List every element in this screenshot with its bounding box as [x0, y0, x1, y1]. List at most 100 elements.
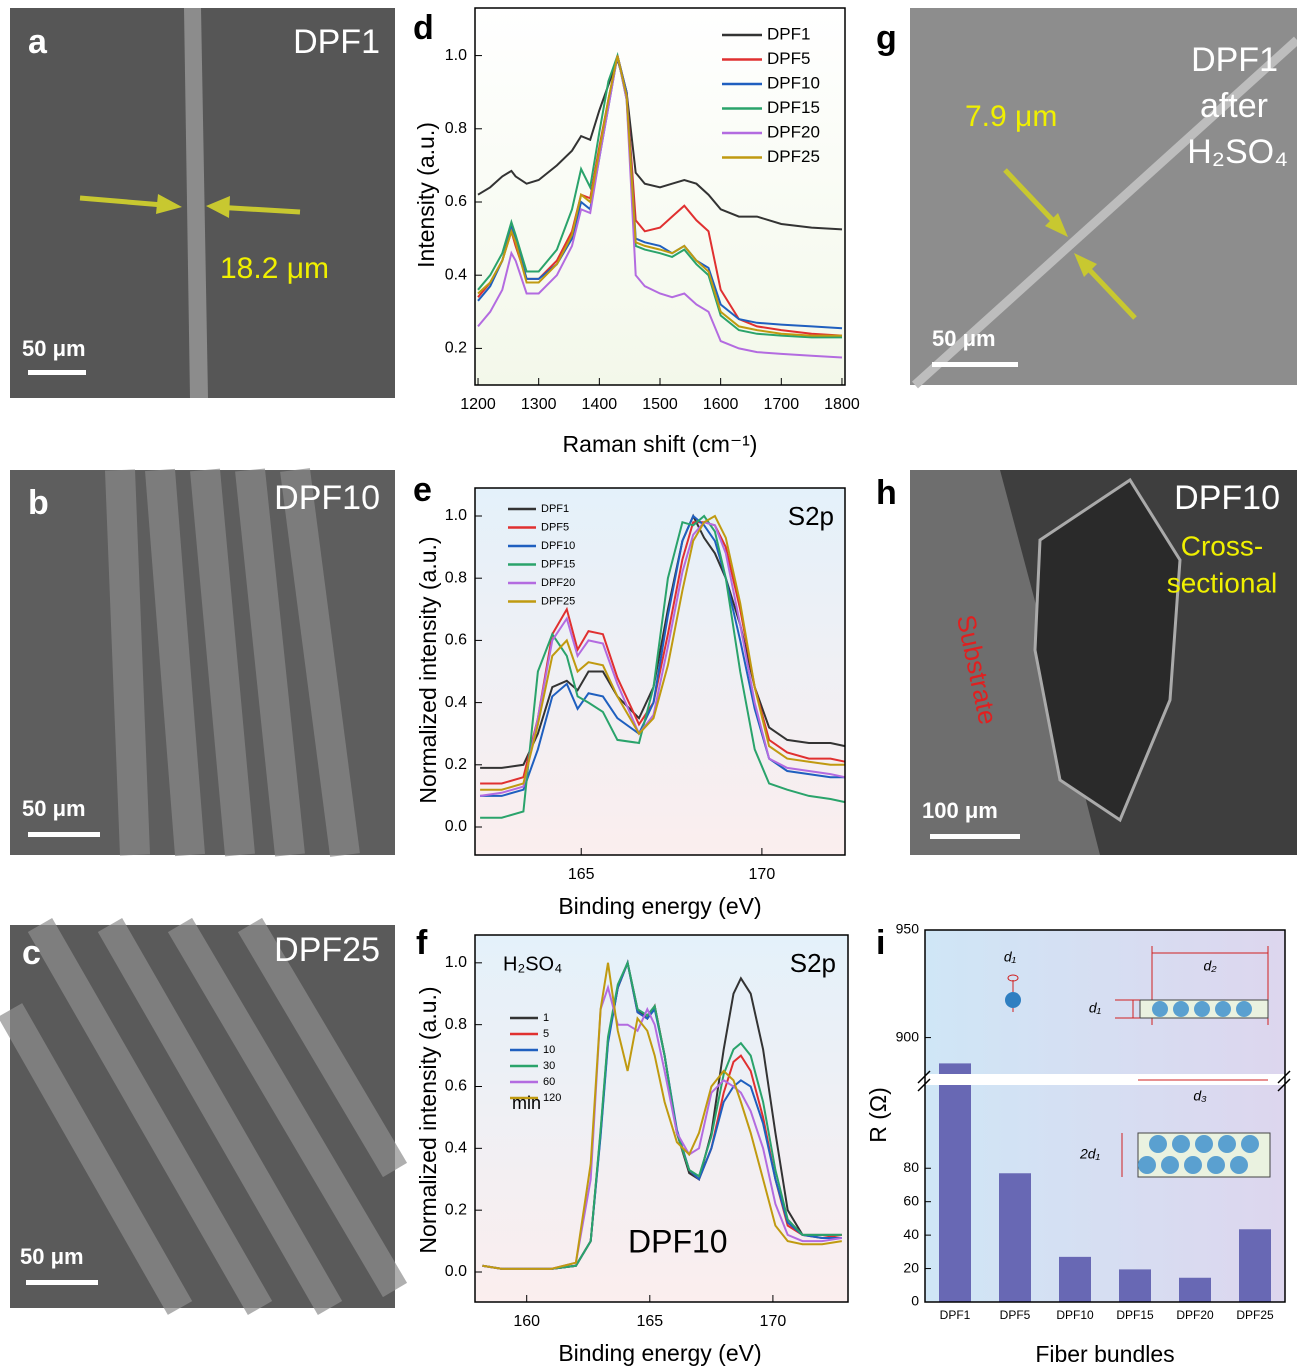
inset-label: d₂: [1203, 958, 1217, 974]
scale-bar: [28, 370, 86, 375]
sem-panel-c: c DPF25 50 μm: [0, 917, 408, 1315]
legend-label: DPF15: [541, 558, 575, 570]
annotation: S2p: [788, 501, 834, 531]
y-tick-label: 0.4: [445, 266, 467, 283]
y-tick-label: 0.2: [445, 756, 467, 773]
legend-label: DPF20: [541, 577, 575, 589]
annotation: H₂SO₄: [503, 953, 562, 975]
break-mark: [917, 1078, 931, 1092]
scale-label: 50 μm: [22, 796, 86, 821]
sample-label: DPF10: [274, 479, 380, 517]
annotation: S2p: [790, 948, 836, 978]
series-line: [480, 514, 845, 791]
x-tick-label: 1400: [582, 396, 618, 413]
plot-area: [475, 935, 848, 1302]
y-tick-label: 0.6: [445, 1078, 467, 1095]
sample-label: DPF25: [274, 931, 380, 969]
legend-label: DPF1: [767, 24, 810, 43]
series-line: [480, 513, 846, 769]
y-tick-label: 0.4: [445, 1140, 467, 1157]
treatment-label: H₂SO₄: [1187, 133, 1288, 171]
x-tick-label: 1300: [521, 396, 557, 413]
x-tick-label: 165: [568, 866, 595, 883]
bar: [1179, 1277, 1211, 1302]
y-tick-label: 1.0: [445, 47, 467, 64]
sem-panel-a: a DPF1 18.2 μm 50 μm: [10, 8, 395, 398]
panel-label: d: [413, 9, 434, 47]
series-line: [482, 959, 842, 1270]
note-label: sectional: [1167, 567, 1278, 598]
y-axis-label: Normalized intensity (a.u.): [415, 536, 441, 803]
panel-label: c: [22, 934, 41, 972]
panel-label: b: [28, 484, 49, 522]
x-axis-label: Binding energy (eV): [558, 893, 761, 919]
y-tick-label: 80: [903, 1159, 919, 1175]
y-tick-label: 20: [903, 1259, 919, 1275]
x-tick-label: 1600: [703, 396, 739, 413]
monolayer-fibers: [1152, 1001, 1252, 1017]
x-tick-label: 160: [513, 1313, 540, 1330]
arrowhead: [1074, 253, 1097, 277]
x-axis-label: Fiber bundles: [1035, 1341, 1174, 1367]
sample-label: DPF1: [293, 23, 380, 61]
x-tick-label: DPF1: [940, 1308, 971, 1322]
y-tick-label: 40: [903, 1226, 919, 1242]
arrowhead: [156, 194, 182, 214]
sem-panel-b: b DPF10 50 μm: [10, 468, 395, 857]
inset-label: 2d₁: [1079, 1146, 1101, 1162]
sem-panel-g: g DPF1 after H₂SO₄ 7.9 μm 50 μm: [876, 8, 1297, 389]
y-tick-label: 0.8: [445, 569, 467, 586]
series-line: [480, 514, 846, 819]
sample-label: DPF1: [1191, 41, 1278, 79]
bar: [1059, 1256, 1091, 1302]
x-tick-label: 170: [749, 866, 776, 883]
y-tick-label: 60: [903, 1192, 919, 1208]
annotation: min: [512, 1093, 541, 1113]
plot-area: [475, 8, 845, 385]
single-fiber: [1005, 992, 1021, 1008]
y-tick-label: 0.2: [445, 340, 467, 357]
y-tick-label: 0.2: [445, 1201, 467, 1218]
legend-label: 120: [543, 1092, 561, 1104]
legend-label: 1: [543, 1012, 549, 1024]
x-tick-label: DPF25: [1236, 1308, 1274, 1322]
fiber: [911, 36, 1297, 389]
y-tick-label: 0.6: [445, 193, 467, 210]
y-tick-label: 0.8: [445, 1016, 467, 1033]
inset-schematic: d₁ d₂ d₁ d₃ 2d₁: [1004, 946, 1271, 1178]
y-tick-label: 1.0: [445, 954, 467, 971]
legend-label: 10: [543, 1044, 555, 1056]
series-line: [477, 55, 842, 337]
arrow: [1003, 168, 1062, 230]
x-tick-label: DPF15: [1116, 1308, 1154, 1322]
width-label: 7.9 μm: [965, 100, 1057, 133]
cross-section: [1033, 477, 1182, 823]
y-tick-label: 0: [911, 1293, 919, 1309]
fibers: [0, 917, 408, 1315]
y-tick-label: 0.0: [445, 818, 467, 835]
scale-label: 100 μm: [922, 798, 998, 823]
fibers: [105, 468, 360, 857]
plot-frame: [474, 487, 846, 856]
x-tick-label: 165: [636, 1313, 663, 1330]
panel-label: e: [413, 471, 432, 509]
scale-bar: [26, 1280, 98, 1285]
y-axis-label: R (Ω): [865, 1087, 891, 1143]
x-axis-label: Binding energy (eV): [558, 1340, 761, 1366]
y-tick-label: 950: [896, 921, 920, 937]
legend-label: DPF5: [767, 49, 810, 68]
series-line: [479, 521, 846, 797]
arrowhead: [206, 196, 230, 218]
bar: [1119, 1269, 1151, 1302]
x-tick-label: 1500: [642, 396, 678, 413]
legend-label: DPF10: [767, 73, 820, 92]
panel-label: a: [28, 23, 48, 61]
legend-label: 60: [543, 1076, 555, 1088]
legend-label: 30: [543, 1060, 555, 1072]
series-line: [482, 984, 842, 1270]
scale-label: 50 μm: [22, 336, 86, 361]
legend-label: 5: [543, 1028, 549, 1040]
plot-frame: [474, 7, 846, 386]
break-mark: [1277, 1070, 1291, 1084]
